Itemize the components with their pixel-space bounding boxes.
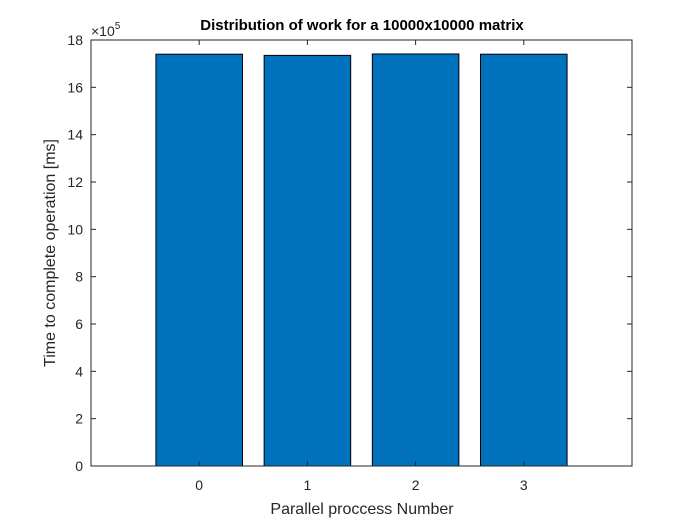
bar-3 (480, 53, 568, 467)
x-tick-label-0: 0 (195, 477, 203, 493)
bars-group (155, 53, 568, 467)
y-tick-label-2: 4 (75, 363, 83, 379)
y-tick-label-7: 14 (67, 127, 83, 143)
y-tick-label-8: 16 (67, 79, 83, 95)
x-tick-label-2: 2 (412, 477, 420, 493)
chart-title: Distribution of work for a 10000x10000 m… (200, 17, 524, 34)
bar-1 (263, 54, 352, 467)
y-tick-label-4: 8 (75, 269, 83, 285)
x-tick-label-1: 1 (304, 477, 312, 493)
y-axis-label: Time to complete operation [ms] (42, 139, 59, 367)
bar-0 (155, 53, 243, 467)
bar-2 (371, 53, 460, 467)
y-tick-label-1: 2 (75, 411, 83, 427)
axes-box (90, 39, 633, 467)
y-tick-label-0: 0 (75, 458, 83, 474)
y-tick-label-5: 10 (67, 221, 83, 237)
y-tick-label-3: 6 (75, 316, 83, 332)
x-tick-label-3: 3 (520, 477, 528, 493)
y-tick-label-6: 12 (67, 174, 83, 190)
x-axis-label: Parallel proccess Number (270, 501, 454, 518)
y-exponent-label: ×105 (91, 21, 121, 39)
y-tick-label-9: 18 (67, 32, 83, 48)
